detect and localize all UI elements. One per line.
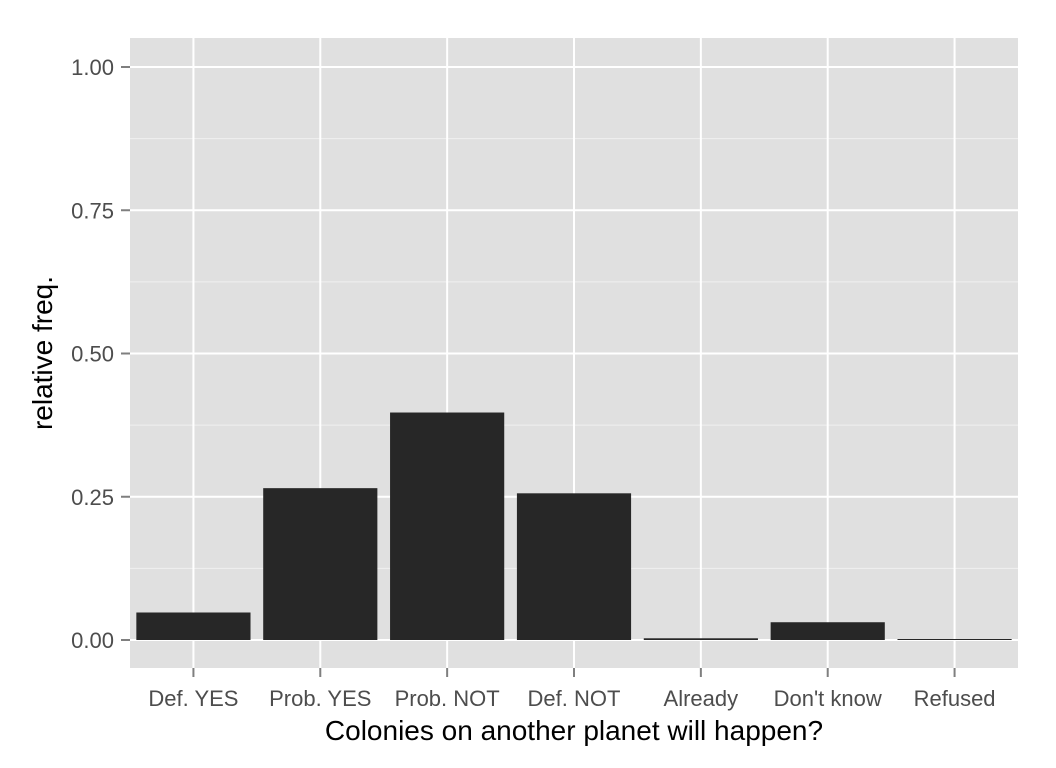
x-tick-label: Refused bbox=[914, 686, 996, 711]
y-axis-title: relative freq. bbox=[27, 276, 58, 430]
y-tick-label: 0.00 bbox=[71, 628, 114, 653]
x-axis: Def. YES Prob. YES Prob. NOT Def. NOT Alread… bbox=[148, 668, 996, 711]
bar bbox=[897, 639, 1012, 640]
bars bbox=[136, 412, 1012, 640]
x-tick-label: Def. YES bbox=[148, 686, 238, 711]
x-tick-label: Prob. YES bbox=[269, 686, 371, 711]
y-axis: 0.00 0.25 0.50 0.75 1.00 bbox=[71, 55, 130, 653]
bar bbox=[516, 493, 632, 640]
bar bbox=[770, 622, 885, 640]
x-tick-label: Prob. NOT bbox=[395, 686, 500, 711]
y-tick-label: 0.75 bbox=[71, 198, 114, 223]
bar bbox=[136, 612, 251, 640]
x-axis-title: Colonies on another planet will happen? bbox=[325, 715, 823, 746]
x-tick-label: Already bbox=[664, 686, 739, 711]
y-tick-label: 1.00 bbox=[71, 55, 114, 80]
x-tick-label: Don't know bbox=[774, 686, 882, 711]
bar bbox=[390, 412, 505, 640]
bar bbox=[263, 488, 378, 640]
x-tick-label: Def. NOT bbox=[528, 686, 621, 711]
y-tick-label: 0.50 bbox=[71, 342, 114, 367]
bar bbox=[643, 638, 758, 640]
y-tick-label: 0.25 bbox=[71, 485, 114, 510]
